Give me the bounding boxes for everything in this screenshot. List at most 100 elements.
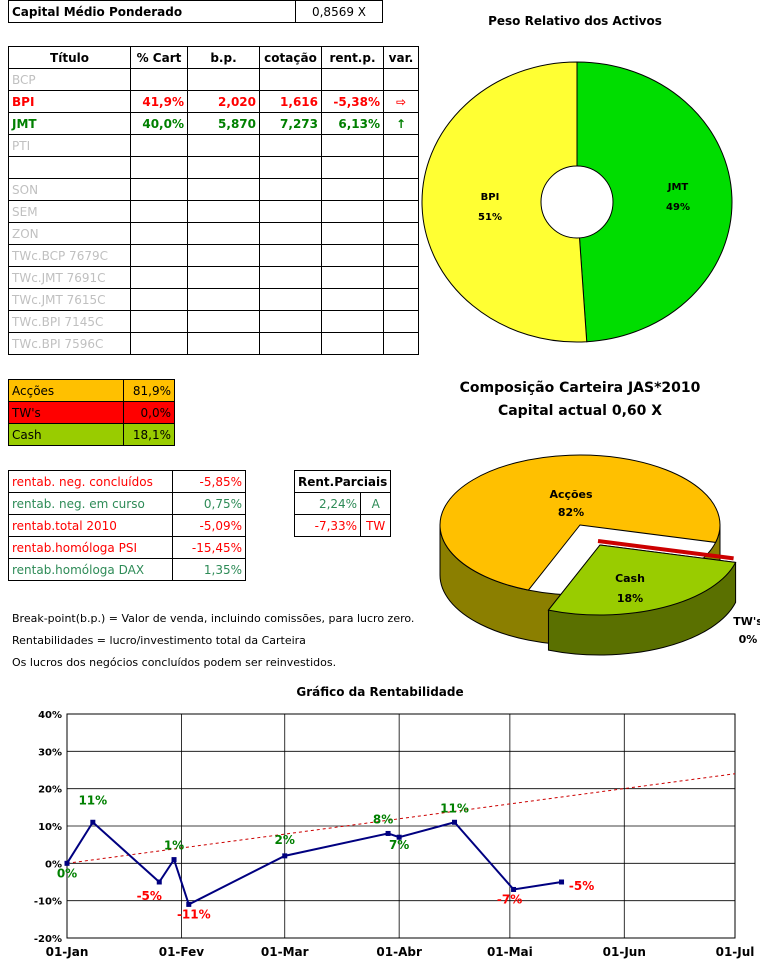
composition-value: 0,0% bbox=[123, 401, 175, 424]
assets-cell-cot bbox=[259, 68, 322, 91]
y-tick-label: -20% bbox=[34, 934, 62, 945]
table-row: rentab. neg. concluídos -5,85% bbox=[8, 470, 246, 493]
assets-cell-var: ⇨ bbox=[383, 90, 419, 113]
table-row: PTI bbox=[8, 134, 419, 157]
assets-cell-pct bbox=[130, 68, 188, 91]
assets-cell-name: TWc.BPI 7145C bbox=[8, 310, 131, 333]
assets-cell-pct bbox=[130, 332, 188, 355]
assets-cell-bp bbox=[187, 266, 260, 289]
assets-cell-cot bbox=[259, 332, 322, 355]
table-row: BCP bbox=[8, 68, 419, 91]
capital-table: Capital Médio Ponderado 0,8569 X bbox=[8, 0, 383, 23]
assets-cell-pct bbox=[130, 310, 188, 333]
pie2-label-accoes: Acções bbox=[549, 488, 593, 501]
assets-cell-cot bbox=[259, 134, 322, 157]
table-row: 2,24% A bbox=[293, 492, 392, 515]
return-label: rentab. neg. concluídos bbox=[8, 470, 173, 493]
assets-cell-bp bbox=[187, 156, 260, 179]
data-point bbox=[186, 901, 192, 907]
assets-cell-pct bbox=[130, 200, 188, 223]
note-line: Os lucros dos negócios concluídos podem … bbox=[12, 656, 337, 669]
y-tick-label: 10% bbox=[38, 822, 62, 833]
assets-cell-cot bbox=[259, 200, 322, 223]
assets-cell-rent bbox=[321, 266, 384, 289]
assets-cell-cot bbox=[259, 178, 322, 201]
assets-cell-cot bbox=[259, 266, 322, 289]
composition-label: Acções bbox=[8, 379, 124, 402]
pie1-chart: BPI 51% JMT 49% bbox=[421, 61, 733, 343]
table-row: Acções 81,9% bbox=[8, 379, 175, 402]
assets-cell-bp bbox=[187, 244, 260, 267]
assets-cell-pct bbox=[130, 134, 188, 157]
table-row: rentab. neg. em curso 0,75% bbox=[8, 492, 246, 515]
assets-cell-var bbox=[383, 156, 419, 179]
return-label: rentab.total 2010 bbox=[8, 514, 173, 537]
data-label: -11% bbox=[177, 907, 211, 921]
return-label: rentab.homóloga PSI bbox=[8, 536, 173, 559]
data-point bbox=[282, 853, 288, 859]
assets-cell-pct bbox=[130, 222, 188, 245]
assets-cell-pct bbox=[130, 156, 188, 179]
data-point bbox=[396, 834, 402, 840]
x-tick-label: 01-Fev bbox=[159, 945, 205, 959]
assets-cell-cot bbox=[259, 310, 322, 333]
line-title: Gráfico da Rentabilidade bbox=[296, 685, 464, 699]
assets-header: cotação bbox=[259, 46, 322, 69]
data-point bbox=[452, 819, 458, 825]
table-row: TWc.BPI 7596C bbox=[8, 332, 419, 355]
pie2-label-tws: TW's bbox=[733, 615, 760, 628]
assets-header: b.p. bbox=[187, 46, 260, 69]
return-label: rentab. neg. em curso bbox=[8, 492, 173, 515]
note-line: Rentabilidades = lucro/investimento tota… bbox=[12, 634, 306, 647]
assets-cell-name bbox=[8, 156, 131, 179]
data-label: 0% bbox=[57, 866, 77, 880]
table-row: JMT 40,0% 5,870 7,273 6,13% ↑ bbox=[8, 112, 419, 135]
pie2-chart: Acções 82% Cash 18% TW's 0% bbox=[439, 454, 760, 656]
assets-cell-rent bbox=[321, 244, 384, 267]
pie2-label-cash: Cash bbox=[615, 572, 645, 585]
assets-cell-bp bbox=[187, 288, 260, 311]
table-row: rentab.total 2010 -5,09% bbox=[8, 514, 246, 537]
composition-label: TW's bbox=[8, 401, 124, 424]
return-value: -5,85% bbox=[172, 470, 246, 493]
assets-header: rent.p. bbox=[321, 46, 384, 69]
pie2-value-accoes: 82% bbox=[558, 506, 584, 519]
pie2-title: Composição Carteira JAS*2010 bbox=[459, 380, 701, 396]
assets-cell-var bbox=[383, 222, 419, 245]
pie2-subtitle: Capital actual 0,60 X bbox=[497, 403, 663, 419]
data-label: -5% bbox=[137, 889, 162, 903]
x-tick-label: 01-Jan bbox=[46, 945, 89, 959]
assets-cell-rent bbox=[321, 310, 384, 333]
assets-cell-var bbox=[383, 134, 419, 157]
assets-cell-rent bbox=[321, 68, 384, 91]
pie1-slice-bpi bbox=[421, 61, 588, 343]
assets-cell-pct bbox=[130, 288, 188, 311]
data-point bbox=[511, 886, 517, 892]
data-label: 8% bbox=[373, 812, 393, 826]
pie2-slice-cash bbox=[547, 544, 737, 616]
assets-header: % Cart bbox=[130, 46, 188, 69]
assets-cell-var bbox=[383, 178, 419, 201]
table-row: -7,33% TW bbox=[293, 514, 392, 537]
x-tick-label: 01-Abr bbox=[376, 945, 422, 959]
assets-header: Título bbox=[8, 46, 131, 69]
y-tick-label: 40% bbox=[38, 710, 62, 721]
assets-header: var. bbox=[383, 46, 419, 69]
data-label: 11% bbox=[78, 793, 107, 807]
assets-cell-cot bbox=[259, 244, 322, 267]
assets-cell-bp: 2,020 bbox=[187, 90, 260, 113]
partial-tag: TW bbox=[360, 514, 392, 537]
pie2-value-cash: 18% bbox=[617, 592, 643, 605]
table-row: rentab.homóloga PSI -15,45% bbox=[8, 536, 246, 559]
assets-cell-name: SEM bbox=[8, 200, 131, 223]
assets-cell-cot bbox=[259, 156, 322, 179]
assets-cell-name: TWc.BCP 7679C bbox=[8, 244, 131, 267]
assets-cell-bp bbox=[187, 200, 260, 223]
assets-cell-name: TWc.JMT 7615C bbox=[8, 288, 131, 311]
returns-table: rentab. neg. concluídos -5,85% rentab. neg… bbox=[8, 470, 246, 581]
y-tick-label: 20% bbox=[38, 785, 62, 796]
assets-cell-var bbox=[383, 200, 419, 223]
assets-cell-rent bbox=[321, 156, 384, 179]
data-point bbox=[559, 879, 565, 885]
assets-cell-name: TWc.BPI 7596C bbox=[8, 332, 131, 355]
